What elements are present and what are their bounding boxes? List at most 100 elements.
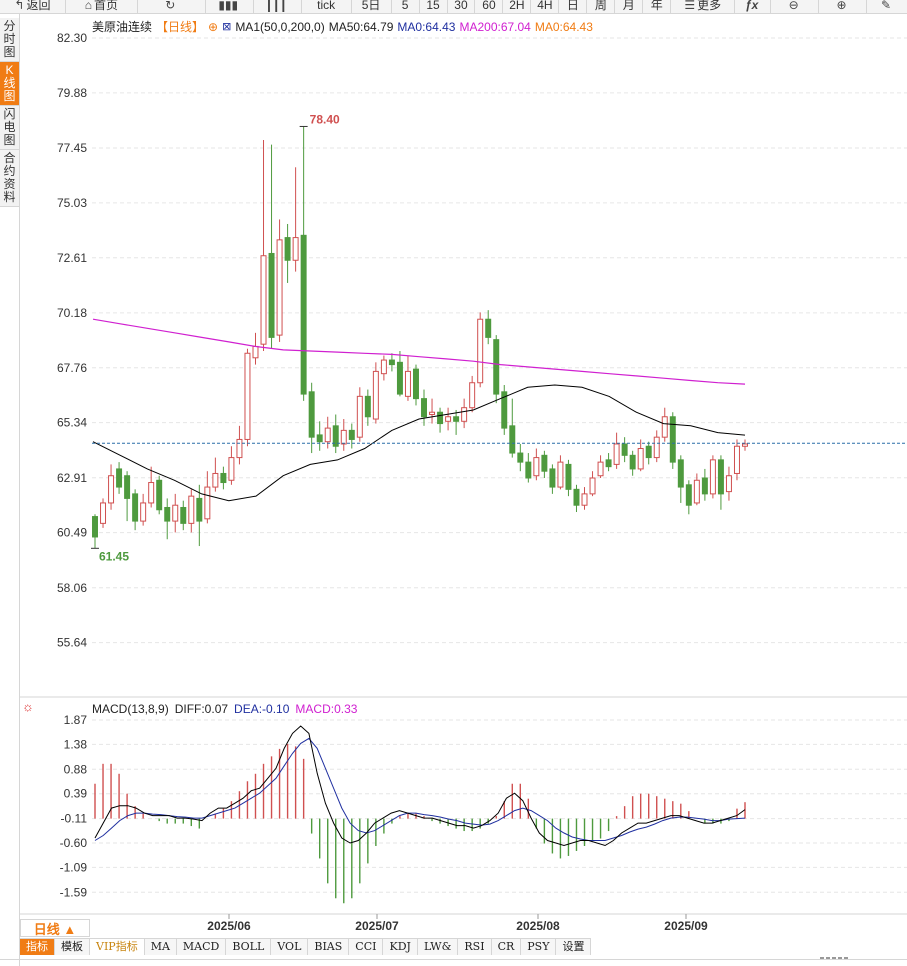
- indicator-tab[interactable]: VIP指标: [90, 939, 145, 955]
- candle-up: [733, 445, 740, 474]
- candle-up: [276, 239, 283, 336]
- y-tick-label: 58.06: [57, 581, 87, 595]
- period-label: 2H: [509, 0, 525, 12]
- x-tick-label: 2025/09: [664, 919, 708, 933]
- period-week-button[interactable]: 周: [587, 0, 616, 13]
- zoom-in-button[interactable]: ⊕: [819, 0, 868, 13]
- period-day-button[interactable]: 日: [559, 0, 588, 13]
- period-label: 30: [454, 0, 468, 12]
- formula-button[interactable]: ƒx: [735, 0, 772, 13]
- refresh-icon: ↻: [165, 0, 176, 12]
- period-year-button[interactable]: 年: [643, 0, 672, 13]
- candle-up: [228, 457, 235, 481]
- candle-down: [116, 468, 123, 488]
- indicator-tab[interactable]: MACD: [176, 939, 227, 955]
- candle-up: [469, 382, 476, 409]
- candle-down: [300, 234, 307, 395]
- candle-down: [364, 395, 371, 418]
- candle-down: [485, 318, 492, 338]
- dea-line: [94, 737, 746, 841]
- zoom-out-button[interactable]: ⊖: [771, 0, 820, 13]
- indicator-tab[interactable]: KDJ: [383, 939, 418, 955]
- candle-up: [252, 345, 259, 359]
- back-button[interactable]: ↰ 返回: [0, 0, 66, 13]
- candle-up: [557, 461, 564, 488]
- candle-down: [549, 468, 556, 488]
- indicator-tab[interactable]: 模板: [55, 939, 90, 955]
- tab-lightning[interactable]: 闪电图: [0, 106, 19, 150]
- candle-up: [742, 443, 748, 447]
- sidebar-divider: [19, 14, 20, 966]
- candle-up: [108, 475, 115, 504]
- tab-timeshare[interactable]: 分时图: [0, 18, 19, 62]
- indicator-icon[interactable]: ⊠: [222, 21, 232, 33]
- candle-down: [196, 497, 203, 522]
- tick-button[interactable]: tick: [302, 0, 352, 13]
- period-5d-button[interactable]: 5日: [352, 0, 392, 13]
- candle-down: [717, 459, 724, 495]
- period-30-button[interactable]: 30: [448, 0, 476, 13]
- tab-contract-info[interactable]: 合约资料: [0, 150, 19, 207]
- indicator-tab[interactable]: 指标: [20, 939, 55, 955]
- macd-y-tick-label: -0.60: [60, 836, 88, 850]
- indicator-tab[interactable]: RSI: [458, 939, 492, 955]
- y-tick-label: 79.88: [57, 86, 87, 100]
- candle-down: [396, 361, 403, 395]
- tab-kline[interactable]: K线图: [0, 62, 19, 106]
- back-arrow-icon: ↰: [14, 0, 25, 12]
- indicator-tab[interactable]: BOLL: [226, 939, 272, 955]
- period-15-button[interactable]: 15: [420, 0, 448, 13]
- period-label: 15: [426, 0, 440, 12]
- candle-up: [204, 486, 211, 520]
- indicator-tab[interactable]: CR: [491, 939, 522, 955]
- candle-up: [244, 352, 251, 440]
- candle-up: [260, 255, 267, 345]
- indicator-tab[interactable]: VOL: [271, 939, 309, 955]
- back-label: 返回: [26, 0, 51, 12]
- candle-down: [332, 425, 339, 447]
- indicator-tab[interactable]: CCI: [349, 939, 384, 955]
- bottom-divider: [0, 959, 907, 960]
- period-2h-button[interactable]: 2H: [503, 0, 532, 13]
- candle-up: [637, 448, 644, 470]
- draw-button[interactable]: ✎: [867, 0, 907, 13]
- period-month-button[interactable]: 月: [615, 0, 644, 13]
- macd-settings-icon[interactable]: ☼: [22, 699, 34, 714]
- period-label: 日: [566, 0, 579, 12]
- bar-chart-button[interactable]: ▮▮▮: [206, 0, 254, 13]
- candle-down: [645, 445, 652, 459]
- macd-dea: DEA:-0.10: [234, 702, 290, 716]
- y-tick-label: 62.91: [57, 471, 87, 485]
- refresh-button[interactable]: ↻: [138, 0, 206, 13]
- candle-chart-button[interactable]: ┃┃┃: [254, 0, 302, 13]
- candle-down: [525, 461, 532, 479]
- candle-down: [509, 425, 516, 454]
- indicator-tab[interactable]: PSY: [521, 939, 557, 955]
- indicator-tab[interactable]: MA: [144, 939, 177, 955]
- resize-handle-icon[interactable]: [820, 955, 850, 961]
- macd-y-tick-label: -0.11: [61, 812, 88, 826]
- indicator-tab[interactable]: LW&: [417, 939, 459, 955]
- indicator-tab[interactable]: 设置: [556, 939, 592, 955]
- home-label: 首页: [94, 0, 119, 12]
- period-4h-button[interactable]: 4H: [531, 0, 560, 13]
- y-tick-label: 55.64: [57, 636, 87, 650]
- period-select[interactable]: 日线 ▲: [20, 919, 90, 937]
- candle-up: [709, 459, 716, 495]
- instrument-name: 美原油连续: [92, 20, 153, 34]
- period-60-button[interactable]: 60: [475, 0, 504, 13]
- candle-down: [437, 411, 444, 425]
- period-tag: 【日线】: [156, 20, 205, 34]
- period-5-button[interactable]: 5: [392, 0, 420, 13]
- indicator-tab[interactable]: BIAS: [308, 939, 350, 955]
- more-button[interactable]: ☰ 更多: [671, 0, 736, 13]
- y-tick-label: 75.03: [57, 196, 87, 210]
- candle-down: [493, 339, 500, 395]
- y-tick-label: 70.18: [57, 306, 87, 320]
- settings-icon[interactable]: ⊕: [208, 19, 219, 34]
- candle-up: [372, 370, 379, 420]
- candle-down: [413, 368, 419, 400]
- home-button[interactable]: ⌂ 首页: [66, 0, 138, 13]
- candle-down: [629, 454, 636, 470]
